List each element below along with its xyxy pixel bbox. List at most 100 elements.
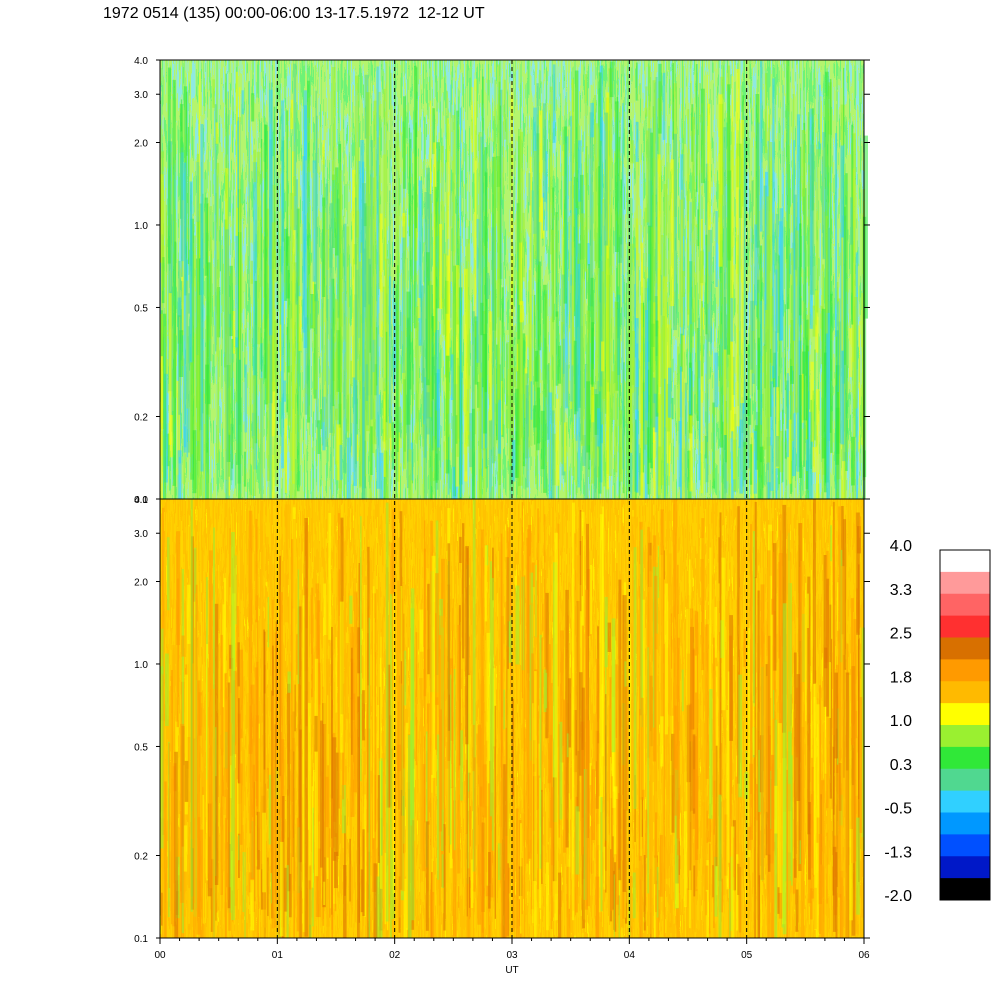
spectrogram-streak <box>584 589 588 910</box>
x-tick-label: 00 <box>154 950 166 961</box>
y-tick-label: 3.0 <box>134 90 148 101</box>
spectrogram-streak <box>737 506 740 784</box>
spectrogram-streak <box>735 69 740 427</box>
spectrogram-streak <box>752 703 755 755</box>
spectrogram-streak <box>620 589 623 651</box>
spectrogram-streak <box>702 802 706 874</box>
spectrogram-streak <box>816 704 820 818</box>
spectrogram-streak <box>779 430 784 473</box>
spectrogram-streak <box>740 119 745 404</box>
spectrogram-streak <box>206 203 208 453</box>
spectrogram-streak <box>196 680 201 935</box>
spectrogram-streak <box>242 852 244 912</box>
spectrogram-streak <box>345 643 350 719</box>
colorbar-label: 0.3 <box>890 757 912 774</box>
spectrogram-streak <box>690 810 694 938</box>
spectrogram-streak <box>510 81 513 327</box>
spectrogram-streak <box>364 774 366 917</box>
spectrogram-streak <box>192 430 197 494</box>
spectrogram-streak <box>351 662 355 721</box>
colorbar-segment <box>940 637 990 660</box>
spectrogram-streak <box>289 873 292 918</box>
spectrogram-streak <box>284 867 288 912</box>
spectrogram-streak <box>425 536 430 569</box>
spectrogram-streak <box>729 615 733 741</box>
spectrogram-streak <box>516 203 520 446</box>
spectrogram-streak <box>196 153 200 500</box>
spectrogram-streak <box>284 228 288 301</box>
spectrogram-streak <box>328 665 331 734</box>
spectrogram-streak <box>225 229 229 499</box>
spectrogram-streak <box>303 105 307 348</box>
spectrogram-streak <box>754 577 756 938</box>
spectrogram-streak <box>284 418 287 494</box>
spectrogram-streak <box>758 749 761 812</box>
spectrogram-streak <box>718 794 722 938</box>
spectrogram-streak <box>418 180 423 346</box>
spectrogram-streak <box>452 608 454 859</box>
spectrogram-streak <box>772 552 775 647</box>
spectrogram-streak <box>166 433 170 467</box>
spectrogram-streak <box>769 142 773 363</box>
spectrogram-streak <box>265 536 269 583</box>
spectrogram-streak <box>298 296 302 351</box>
spectrogram-streak <box>690 202 692 325</box>
spectrogram-streak <box>415 306 419 444</box>
spectrogram-streak <box>439 709 442 832</box>
spectrogram-streak <box>636 62 638 101</box>
spectrogram-streak <box>187 643 192 930</box>
spectrogram-streak <box>775 436 780 467</box>
spectrogram-streak <box>309 865 312 925</box>
spectrogram-streak <box>486 632 491 886</box>
spectrogram-streak <box>450 84 452 328</box>
spectrogram-streak <box>222 263 224 312</box>
spectrogram-streak <box>385 61 388 441</box>
spectrogram-streak <box>654 575 658 858</box>
spectrogram-streak <box>515 808 519 938</box>
spectrogram-streak <box>483 764 487 818</box>
spectrogram-streak <box>195 584 198 681</box>
spectrogram-streak <box>443 441 445 484</box>
spectrogram-streak <box>344 815 346 896</box>
spectrogram-streak <box>402 216 407 469</box>
spectrogram-streak <box>733 439 737 491</box>
spectrogram-streak <box>662 766 664 913</box>
spectrogram-streak <box>850 197 853 245</box>
spectrogram-streak <box>693 769 697 809</box>
spectrogram-streak <box>375 327 378 386</box>
hour-dashed-lines <box>276 60 748 938</box>
spectrogram-streak <box>691 371 693 427</box>
spectrogram-streak <box>687 109 690 315</box>
spectrogram-streak <box>292 519 296 752</box>
spectrogram-streak <box>502 121 504 199</box>
spectrogram-streak <box>355 75 359 380</box>
spectrogram-streak <box>449 112 451 348</box>
spectrogram-streak <box>287 683 291 892</box>
spectrogram-streak <box>286 865 289 938</box>
spectrogram-streak <box>805 439 808 472</box>
spectrogram-streak <box>253 149 256 183</box>
spectrogram-streak <box>744 115 746 500</box>
spectrogram-streak <box>588 763 592 786</box>
spectrogram-streak <box>663 643 665 937</box>
spectrogram-streak <box>422 424 425 499</box>
spectrogram-streak <box>362 690 365 741</box>
spectrogram-streak <box>241 825 244 920</box>
spectrogram-streak <box>810 361 814 442</box>
y-tick-label: 0.2 <box>134 852 148 863</box>
spectrogram-streak <box>810 399 812 469</box>
spectrogram-streak <box>549 86 553 255</box>
spectrogram-streak <box>741 397 744 433</box>
spectrogram-streak <box>506 341 510 429</box>
spectrogram-streak <box>677 637 680 856</box>
spectrogram-streak <box>503 79 507 140</box>
spectrogram-streak <box>678 841 680 875</box>
spectrogram-streak <box>507 527 511 622</box>
spectrogram-streak <box>815 290 819 353</box>
spectrogram-streak <box>674 770 679 909</box>
spectrogram-streak <box>631 243 635 386</box>
spectrogram-streak <box>431 356 435 451</box>
spectrogram-streak <box>635 161 639 319</box>
spectrogram-streak <box>855 710 858 739</box>
spectrogram-streak <box>360 869 364 913</box>
